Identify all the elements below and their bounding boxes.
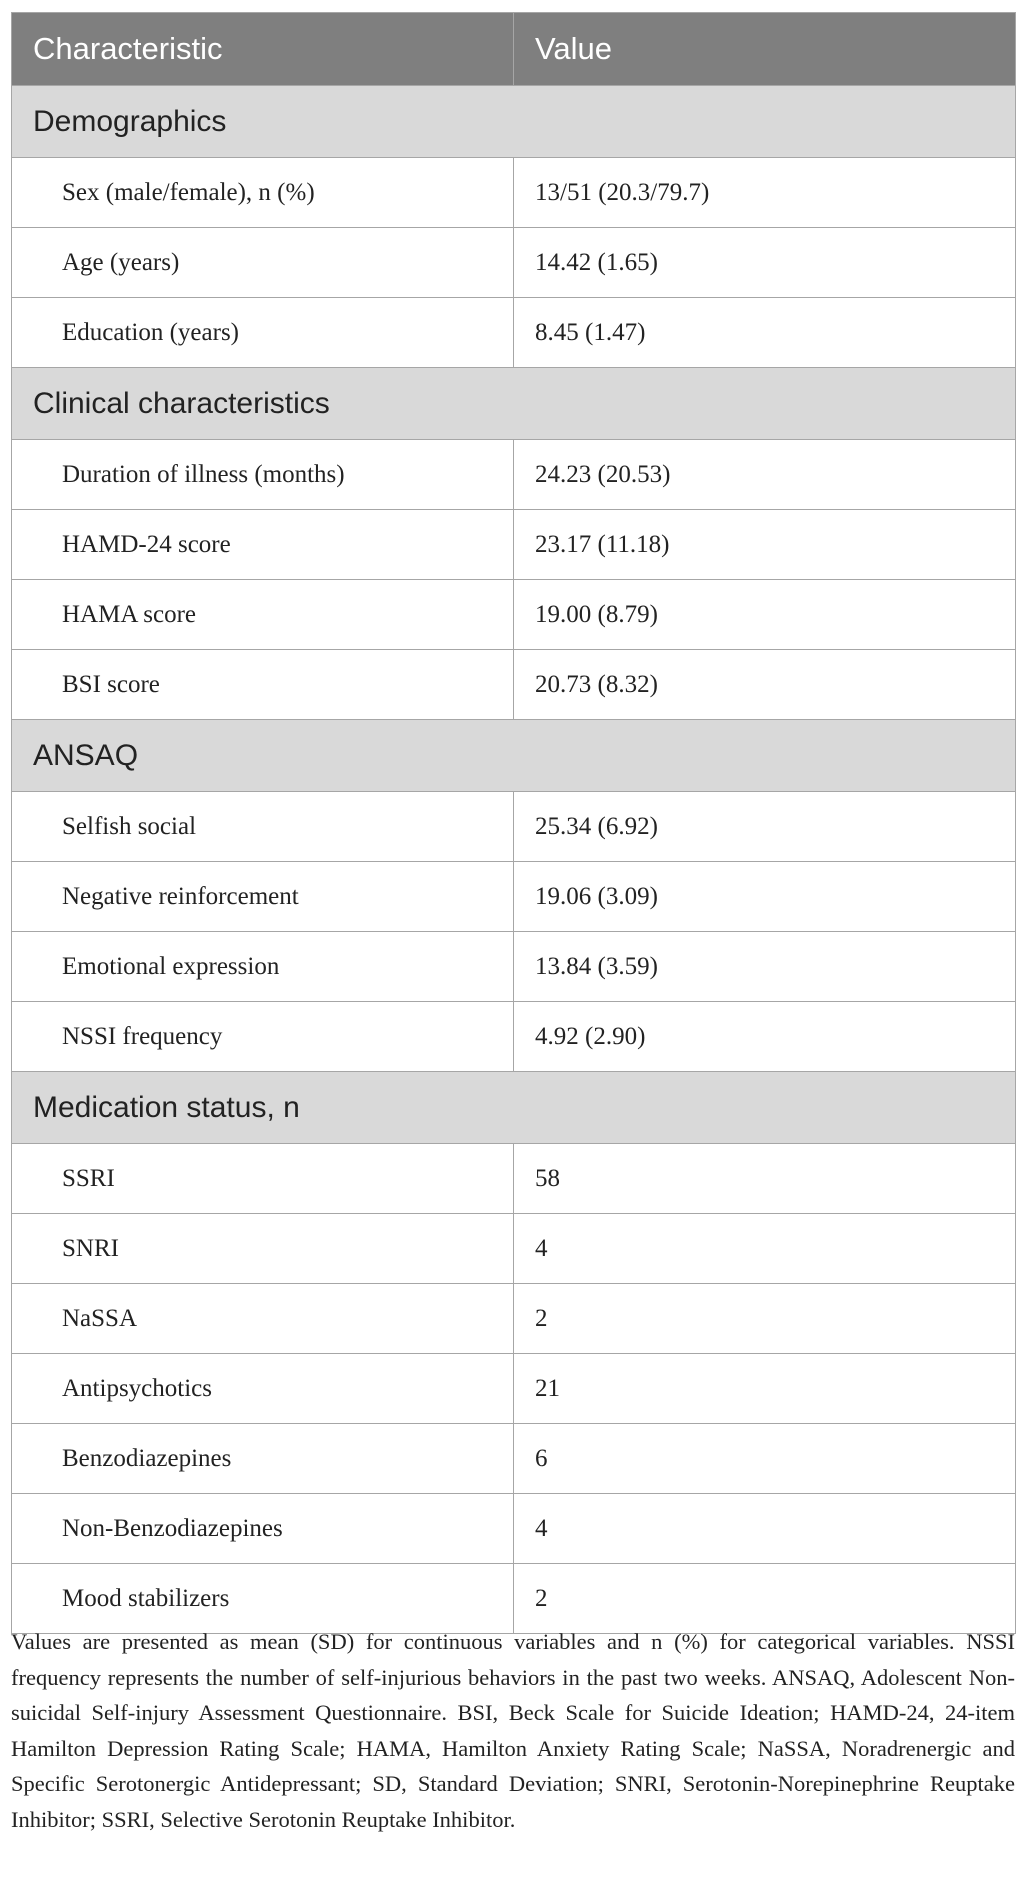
- row-value: 2: [513, 1563, 1016, 1634]
- section-title: Medication status, n: [11, 1071, 1016, 1144]
- section-row: Clinical characteristics: [11, 367, 1016, 440]
- row-label: Emotional expression: [11, 931, 514, 1002]
- row-value: 21: [513, 1353, 1016, 1424]
- row-value: 58: [513, 1143, 1016, 1214]
- section-title: ANSAQ: [11, 719, 1016, 792]
- data-row: Selfish social 25.34 (6.92): [11, 791, 1016, 862]
- data-row: Antipsychotics 21: [11, 1353, 1016, 1424]
- row-value: 8.45 (1.47): [513, 297, 1016, 368]
- data-row: Age (years) 14.42 (1.65): [11, 227, 1016, 298]
- section-row: Demographics: [11, 85, 1016, 158]
- data-row: NaSSA 2: [11, 1283, 1016, 1354]
- row-label: Mood stabilizers: [11, 1563, 514, 1634]
- row-label: NaSSA: [11, 1283, 514, 1354]
- data-row: Negative reinforcement 19.06 (3.09): [11, 861, 1016, 932]
- row-value: 25.34 (6.92): [513, 791, 1016, 862]
- row-label: SNRI: [11, 1213, 514, 1284]
- row-value: 6: [513, 1423, 1016, 1494]
- header-row: Characteristic Value: [11, 12, 1016, 86]
- row-label: Negative reinforcement: [11, 861, 514, 932]
- row-value: 19.00 (8.79): [513, 579, 1016, 650]
- section-title: Demographics: [11, 85, 1016, 158]
- row-label: HAMA score: [11, 579, 514, 650]
- footnote: Values are presented as mean (SD) for co…: [11, 1629, 1015, 1832]
- row-label: Age (years): [11, 227, 514, 298]
- row-label: Antipsychotics: [11, 1353, 514, 1424]
- row-label: NSSI frequency: [11, 1001, 514, 1072]
- row-value: 23.17 (11.18): [513, 509, 1016, 580]
- row-value: 2: [513, 1283, 1016, 1354]
- row-label: Sex (male/female), n (%): [11, 157, 514, 228]
- row-value: 4.92 (2.90): [513, 1001, 1016, 1072]
- data-row: HAMD-24 score 23.17 (11.18): [11, 509, 1016, 580]
- row-value: 13/51 (20.3/79.7): [513, 157, 1016, 228]
- data-row: Benzodiazepines 6: [11, 1423, 1016, 1494]
- row-value: 14.42 (1.65): [513, 227, 1016, 298]
- data-row: BSI score 20.73 (8.32): [11, 649, 1016, 720]
- row-value: 24.23 (20.53): [513, 439, 1016, 510]
- row-label: Duration of illness (months): [11, 439, 514, 510]
- data-row: Emotional expression 13.84 (3.59): [11, 931, 1016, 1002]
- row-label: Selfish social: [11, 791, 514, 862]
- header-cell: Value: [513, 12, 1016, 86]
- data-row: Mood stabilizers 2: [11, 1563, 1016, 1634]
- row-value: 4: [513, 1493, 1016, 1564]
- row-label: BSI score: [11, 649, 514, 720]
- section-row: ANSAQ: [11, 719, 1016, 792]
- row-label: HAMD-24 score: [11, 509, 514, 580]
- row-label: Education (years): [11, 297, 514, 368]
- data-row: Sex (male/female), n (%) 13/51 (20.3/79.7…: [11, 157, 1016, 228]
- row-value: 13.84 (3.59): [513, 931, 1016, 1002]
- row-label: Non-Benzodiazepines: [11, 1493, 514, 1564]
- row-label: Benzodiazepines: [11, 1423, 514, 1494]
- data-table: Characteristic Value Demographics Sex (male…: [11, 12, 1016, 1634]
- data-row: NSSI frequency 4.92 (2.90): [11, 1001, 1016, 1072]
- row-value: 4: [513, 1213, 1016, 1284]
- data-row: Duration of illness (months) 24.23 (20.53…: [11, 439, 1016, 510]
- section-title: Clinical characteristics: [11, 367, 1016, 440]
- data-row: SNRI 4: [11, 1213, 1016, 1284]
- data-row: Non-Benzodiazepines 4: [11, 1493, 1016, 1564]
- row-value: 20.73 (8.32): [513, 649, 1016, 720]
- data-row: SSRI 58: [11, 1143, 1016, 1214]
- data-row: HAMA score 19.00 (8.79): [11, 579, 1016, 650]
- section-row: Medication status, n: [11, 1071, 1016, 1144]
- row-value: 19.06 (3.09): [513, 861, 1016, 932]
- header-cell: Characteristic: [11, 12, 514, 86]
- row-label: SSRI: [11, 1143, 514, 1214]
- data-row: Education (years) 8.45 (1.47): [11, 297, 1016, 368]
